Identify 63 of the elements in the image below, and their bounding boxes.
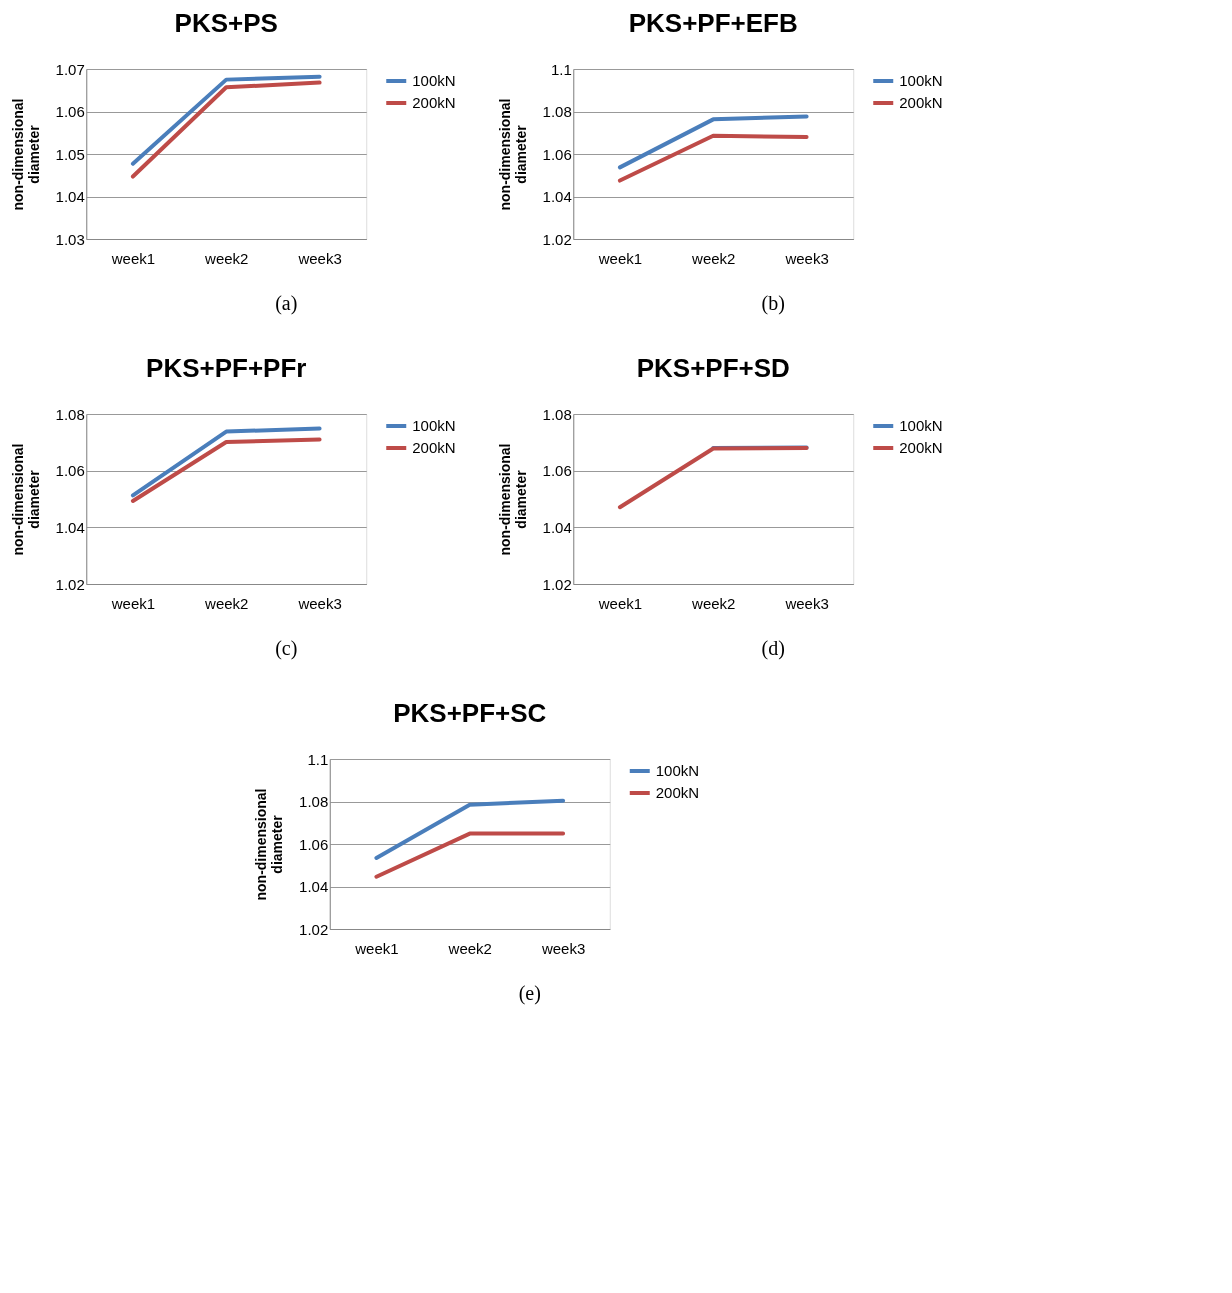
y-tick-label: 1.1: [307, 750, 329, 768]
x-tick-label: week1: [597, 594, 643, 612]
legend-label: 200kN: [899, 439, 943, 456]
legend-label: 200kN: [412, 94, 456, 111]
x-tick-label: week1: [110, 249, 156, 267]
y-tick-label: 1.06: [299, 835, 329, 853]
chart-title: PKS+PF+PFr: [146, 353, 307, 383]
x-tick-label: week1: [110, 594, 156, 612]
y-tick-label: 1.06: [542, 462, 572, 480]
x-tick-label: week3: [540, 939, 586, 957]
x-tick-label: week2: [204, 594, 249, 612]
y-tick-label: 1.05: [55, 145, 85, 163]
y-axis-title: non-dimensional diameter: [496, 98, 529, 211]
y-tick-label: 1.08: [542, 103, 572, 120]
chart-title: PKS+PF+SC: [393, 698, 547, 728]
text: (e): [518, 982, 541, 1005]
legend-label: 100kN: [899, 72, 943, 89]
chart-title: PKS+PS: [174, 8, 278, 38]
y-tick-label: 1.02: [299, 920, 329, 938]
legend-label: 100kN: [899, 417, 943, 434]
text: (c): [275, 637, 298, 660]
chart-title: PKS+PF+EFB: [628, 8, 798, 38]
x-tick-label: week3: [784, 594, 829, 612]
y-tick-label: 1.02: [55, 575, 85, 593]
chart-title: PKS+PF+SD: [636, 353, 790, 383]
y-axis-title: non-dimensional diameter: [9, 443, 42, 556]
x-tick-label: week2: [447, 939, 492, 957]
legend-label: 100kN: [412, 417, 456, 434]
y-tick-label: 1.07: [55, 60, 85, 78]
x-tick-label: week2: [691, 249, 736, 267]
x-tick-label: week3: [297, 594, 342, 612]
legend-label: 200kN: [412, 439, 456, 456]
legend-label: 200kN: [655, 784, 700, 801]
y-tick-label: 1.03: [55, 230, 85, 248]
y-tick-label: 1.06: [542, 145, 572, 163]
y-tick-label: 1.08: [55, 405, 85, 423]
y-tick-label: 1.1: [550, 60, 572, 78]
y-axis-title: non-dimensional diameter: [253, 788, 286, 901]
y-axis-title: non-dimensional diameter: [9, 98, 42, 211]
x-tick-label: week3: [784, 249, 829, 267]
legend-label: 200kN: [899, 94, 943, 111]
x-tick-label: week3: [297, 249, 342, 267]
text: (a): [275, 292, 298, 315]
x-tick-label: week1: [354, 939, 399, 957]
y-tick-label: 1.02: [542, 230, 572, 248]
y-tick-label: 1.04: [542, 188, 572, 205]
y-tick-label: 1.04: [55, 188, 85, 205]
legend-label: 100kN: [412, 72, 456, 89]
y-axis-title: non-dimensional diameter: [496, 443, 529, 556]
legend-label: 100kN: [655, 762, 700, 779]
y-tick-label: 1.04: [55, 518, 85, 536]
x-tick-label: week1: [597, 249, 643, 267]
y-tick-label: 1.04: [299, 878, 329, 895]
x-tick-label: week2: [691, 594, 736, 612]
y-tick-label: 1.08: [299, 793, 329, 810]
y-tick-label: 1.06: [55, 462, 85, 480]
text: (d): [761, 637, 785, 660]
y-tick-label: 1.06: [55, 103, 85, 120]
x-tick-label: week2: [204, 249, 249, 267]
text: (b): [761, 292, 785, 315]
y-tick-label: 1.08: [542, 405, 572, 423]
y-tick-label: 1.04: [542, 518, 572, 536]
y-tick-label: 1.02: [542, 575, 572, 593]
